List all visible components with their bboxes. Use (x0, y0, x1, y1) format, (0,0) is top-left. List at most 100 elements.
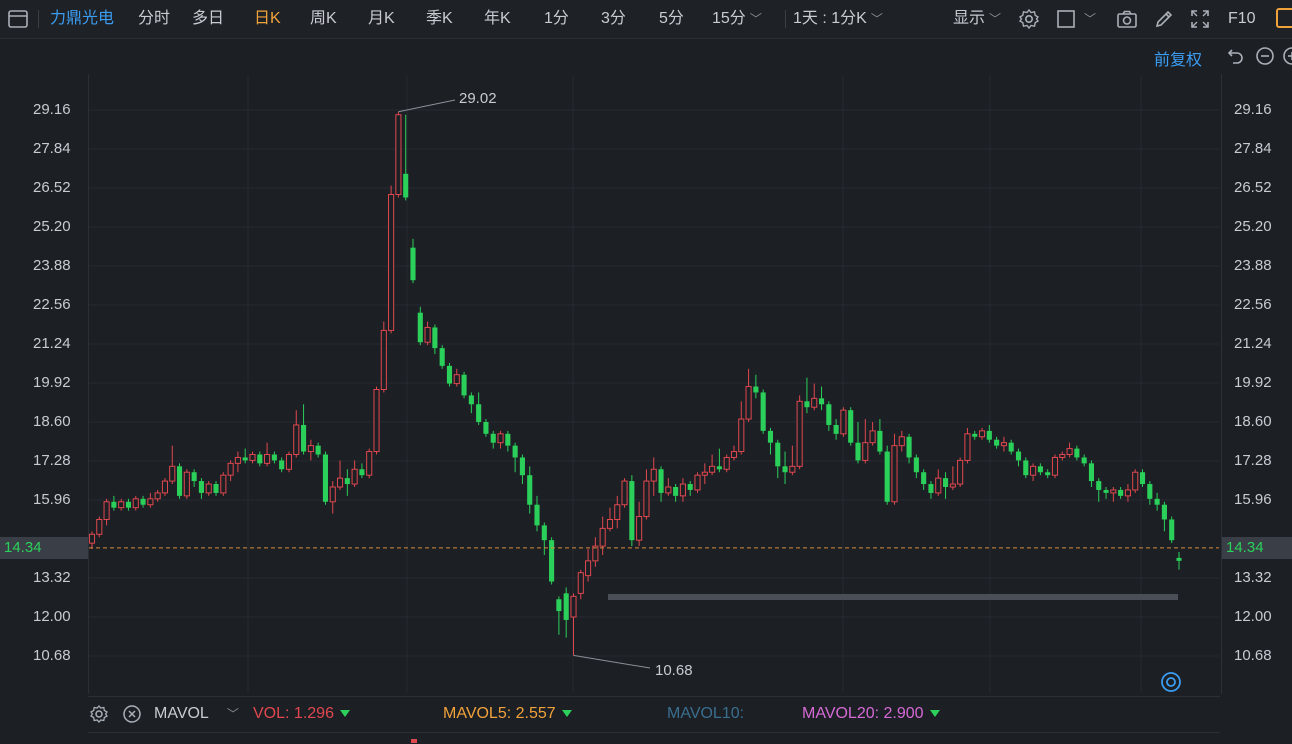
candle-body (834, 425, 839, 434)
candle-body (673, 487, 678, 496)
candle-body (1089, 463, 1094, 481)
candle-body (1176, 558, 1181, 561)
price-tick-right: 29.16 (1234, 101, 1272, 118)
locate-icon[interactable] (1159, 670, 1183, 694)
candle-body (600, 528, 605, 546)
price-tick-left: 22.56 (33, 296, 71, 313)
candle-body (1038, 466, 1043, 472)
candle-body (695, 475, 700, 490)
candle-body (564, 593, 569, 620)
candle-body (1140, 472, 1145, 484)
candle-body (345, 478, 350, 484)
candle-body (870, 431, 875, 443)
price-tick-left: 12.00 (33, 608, 71, 625)
candle-body (965, 434, 970, 461)
candle-body (367, 452, 372, 476)
candle-body (826, 404, 831, 425)
low-annotation: 10.68 (655, 662, 693, 679)
candle-body (505, 434, 510, 446)
candle-body (863, 443, 868, 461)
down-arrow-icon (340, 710, 350, 717)
candle-body (381, 330, 386, 389)
down-arrow-icon (930, 710, 940, 717)
candle-body (491, 434, 496, 443)
price-tick-left: 10.68 (33, 647, 71, 664)
mavol10-readout: MAVOL10: (667, 705, 744, 723)
candle-body (666, 487, 671, 493)
candle-body (622, 481, 627, 505)
candle-body (899, 437, 904, 446)
price-tick-right: 21.24 (1234, 335, 1272, 352)
mavol20-label: MAVOL20: (802, 705, 879, 722)
candle-body (724, 457, 729, 469)
high-annotation: 29.02 (459, 90, 497, 107)
candle-body (1147, 484, 1152, 499)
candle-body (950, 484, 955, 487)
candle-body (549, 540, 554, 581)
candle-body (987, 431, 992, 440)
candle-body (739, 419, 744, 452)
candle-body (330, 487, 335, 502)
vol-label: VOL: (253, 705, 289, 722)
candle-body (1016, 452, 1021, 461)
candle-body (943, 478, 948, 487)
current-price-tag-left: 14.34 (0, 537, 88, 559)
candle-body (184, 472, 189, 496)
candle-body (498, 434, 503, 443)
price-tick-left: 27.84 (33, 140, 71, 157)
candle-body (578, 573, 583, 594)
candle-body (1001, 443, 1006, 446)
drawn-support-bar (608, 594, 1178, 600)
price-tick-right: 25.20 (1234, 218, 1272, 235)
candle-body (119, 502, 124, 508)
candle-body (396, 115, 401, 195)
candle-body (418, 313, 423, 343)
candle-body (1125, 490, 1130, 496)
candle-body (513, 446, 518, 458)
candle-body (257, 455, 262, 464)
price-tick-left: 15.96 (33, 491, 71, 508)
candle-body (133, 499, 138, 508)
candle-body (250, 455, 255, 461)
candle-body (221, 475, 226, 493)
candle-body (235, 457, 240, 463)
candle-body (907, 437, 912, 458)
candle-body (979, 431, 984, 437)
close-icon[interactable] (120, 702, 144, 726)
candle-body (1169, 520, 1174, 541)
price-tick-right: 23.88 (1234, 257, 1272, 274)
price-tick-left: 13.32 (33, 569, 71, 586)
candle-body (1045, 472, 1050, 475)
price-tick-left: 18.60 (33, 413, 71, 430)
candle-body (644, 481, 649, 516)
candle-body (658, 469, 663, 493)
mavol5-readout: MAVOL5: 2.557 (443, 705, 572, 723)
candle-body (308, 446, 313, 452)
candle-body (192, 472, 197, 481)
candle-body (170, 466, 175, 481)
candle-body (272, 455, 277, 461)
candle-body (1162, 505, 1167, 520)
down-arrow-icon (562, 710, 572, 717)
candle-body (571, 596, 576, 617)
candle-body (892, 446, 897, 502)
price-tick-right: 17.28 (1234, 452, 1272, 469)
candle-body (104, 502, 109, 520)
candle-body (607, 520, 612, 529)
candle-body (958, 460, 963, 484)
candle-body (936, 478, 941, 493)
candle-body (177, 466, 182, 496)
price-tick-right: 13.32 (1234, 569, 1272, 586)
candle-body (286, 455, 291, 470)
candle-body (848, 410, 853, 443)
candle-body (1082, 457, 1087, 463)
candle-body (731, 452, 736, 458)
gear-icon[interactable] (87, 702, 111, 726)
indicator-select[interactable]: MAVOL ﹀ (154, 705, 239, 723)
price-tick-left: 26.52 (33, 179, 71, 196)
candle-body (265, 455, 270, 464)
candle-body (462, 375, 467, 396)
current-price-tag-right: 14.34 (1222, 537, 1292, 559)
candle-body (454, 375, 459, 384)
